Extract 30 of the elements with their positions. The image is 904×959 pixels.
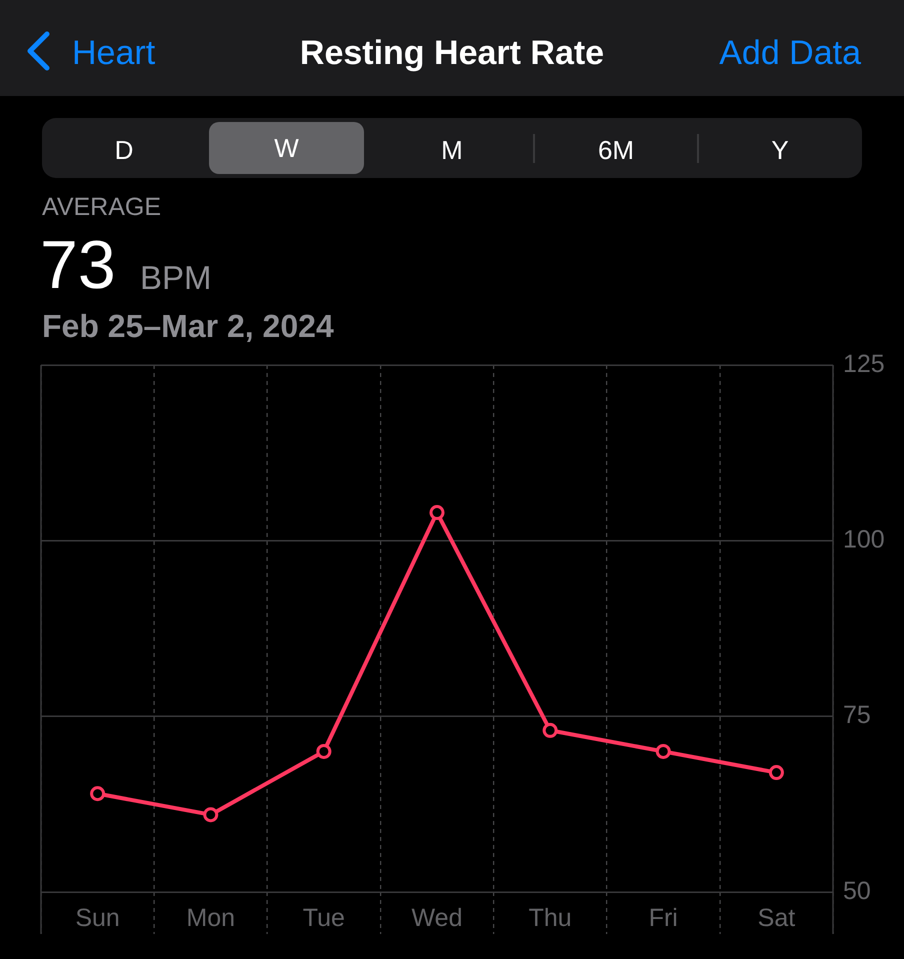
text: 73	[40, 227, 116, 303]
x-tick-label: Fri	[648, 904, 678, 932]
text: Heart	[72, 34, 156, 72]
point	[430, 505, 444, 520]
text: Y	[771, 135, 789, 165]
point	[542, 722, 558, 738]
text: BPM	[140, 259, 212, 296]
selected-segment: W	[209, 122, 364, 174]
chart-subtitle: Feb 25–Mar 2, 2024	[42, 308, 334, 344]
point	[203, 807, 218, 822]
text: D	[114, 135, 134, 165]
point	[316, 744, 332, 759]
x-tick-label: Mon	[186, 904, 236, 932]
point	[768, 765, 784, 780]
x-tick-label: Tue	[302, 904, 345, 932]
x-tick-label: Sat	[758, 904, 796, 932]
y-tick-label: 50	[843, 876, 871, 905]
x-tick-label: Wed	[412, 904, 462, 932]
x-tick-label: Sun	[75, 904, 120, 932]
chart-title: Resting Heart Rate	[300, 34, 604, 72]
text: Add Data	[719, 34, 861, 72]
text: M	[441, 135, 463, 165]
text: AVERAGE	[42, 193, 162, 221]
x-tick-label: Thu	[528, 904, 572, 932]
text: 6M	[598, 135, 634, 165]
y-tick-label: 75	[843, 701, 871, 730]
point	[90, 786, 106, 802]
y-tick-label: 100	[843, 526, 885, 554]
point	[656, 744, 671, 759]
y-tick-label: 125	[843, 350, 885, 378]
